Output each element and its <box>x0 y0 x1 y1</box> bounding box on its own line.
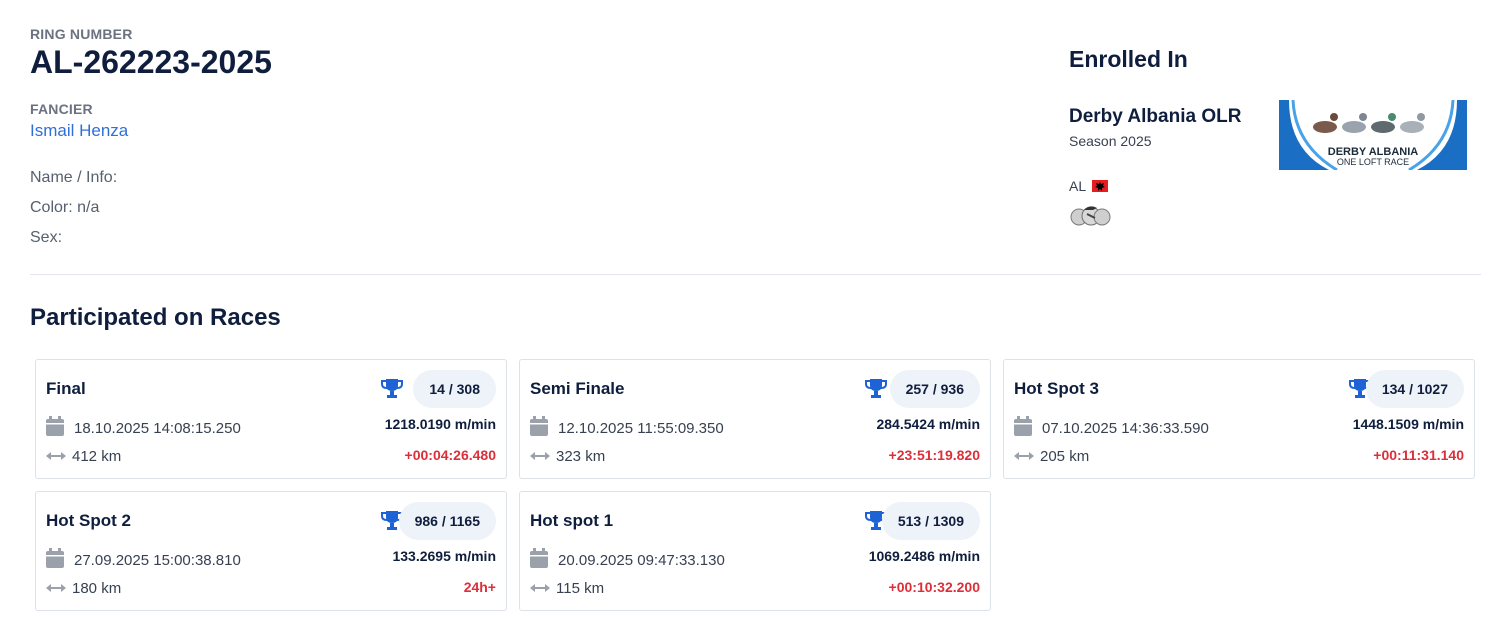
race-distance-row: 180 km <box>46 580 121 597</box>
race-date-row: 27.09.2025 15:00:38.810 <box>46 548 241 572</box>
bird-details-section: RING NUMBER AL-262223-2025 FANCIER Ismai… <box>30 0 1481 275</box>
race-distance: 205 km <box>1040 448 1090 465</box>
calendar-icon <box>46 548 64 572</box>
race-date-row: 12.10.2025 11:55:09.350 <box>530 416 724 440</box>
race-rank-badge: 14 / 308 <box>413 370 496 408</box>
race-distance-row: 412 km <box>46 448 121 465</box>
race-card[interactable]: Hot spot 1 513 / 1309 20.09.2025 09:47:3 <box>519 491 991 611</box>
race-distance: 412 km <box>72 448 122 465</box>
enrolled-heading: Enrolled In <box>1069 46 1188 72</box>
races-heading: Participated on Races <box>30 304 281 331</box>
pigeon-coin-icon <box>1069 202 1111 233</box>
race-distance-row: 323 km <box>530 448 605 465</box>
enrolled-in-panel: Enrolled In Derby Albania OLR Season 202… <box>1069 46 1489 226</box>
race-title[interactable]: Hot spot 1 <box>530 511 614 530</box>
trophy-icon <box>1349 377 1371 399</box>
race-distance-row: 115 km <box>530 580 604 597</box>
race-title[interactable]: Hot Spot 3 <box>1014 379 1099 398</box>
color-info: Color: n/a <box>30 199 100 216</box>
trophy-icon <box>865 377 887 399</box>
race-date: 12.10.2025 11:55:09.350 <box>558 419 724 437</box>
distance-arrows-icon <box>46 448 66 465</box>
race-date: 20.09.2025 09:47:33.130 <box>558 551 725 569</box>
race-date-row: 07.10.2025 14:36:33.590 <box>1014 416 1209 440</box>
race-speed: 133.2695 m/min <box>392 548 496 564</box>
sex-info: Sex: <box>30 229 63 246</box>
logo-line2: ONE LOFT RACE <box>1337 157 1409 167</box>
race-time-diff: +00:11:31.140 <box>1373 447 1464 463</box>
fancier-link[interactable]: Ismail Henza <box>30 121 129 140</box>
race-rank-badge: 134 / 1027 <box>1365 370 1464 408</box>
race-distance: 180 km <box>72 580 122 597</box>
calendar-icon <box>46 416 64 440</box>
race-rank-badge: 513 / 1309 <box>881 502 980 540</box>
distance-arrows-icon <box>530 448 550 465</box>
race-date: 18.10.2025 14:08:15.250 <box>74 419 241 437</box>
calendar-icon <box>530 548 548 572</box>
race-title[interactable]: Final <box>46 379 86 398</box>
race-time-diff: +23:51:19.820 <box>888 447 980 463</box>
enrolled-season: Season 2025 <box>1069 133 1152 149</box>
logo-line1: DERBY ALBANIA <box>1328 146 1419 158</box>
ring-number-label: RING NUMBER <box>30 26 133 42</box>
race-card[interactable]: Hot Spot 2 986 / 1165 27.09.2025 15:00:3 <box>35 491 507 611</box>
albania-flag-icon <box>1092 180 1109 192</box>
name-info: Name / Info: <box>30 169 118 186</box>
country-code: AL <box>1069 178 1087 194</box>
race-card[interactable]: Hot Spot 3 134 / 1027 07.10.2025 14:36:3 <box>1003 359 1475 479</box>
race-speed: 284.5424 m/min <box>876 416 980 432</box>
race-rank-badge: 257 / 936 <box>889 370 980 408</box>
country: AL <box>1069 178 1109 194</box>
race-distance-row: 205 km <box>1014 448 1089 465</box>
pigeon-icon <box>1313 113 1425 133</box>
race-date-row: 18.10.2025 14:08:15.250 <box>46 416 241 440</box>
bird-info: RING NUMBER AL-262223-2025 FANCIER Ismai… <box>30 26 272 253</box>
race-card[interactable]: Final 14 / 308 18.10.2025 14:08:15.250 <box>35 359 507 479</box>
race-card[interactable]: Semi Finale 257 / 936 12.10.2025 11:55:0 <box>519 359 991 479</box>
trophy-icon <box>381 377 403 399</box>
ring-number: AL-262223-2025 <box>30 44 272 80</box>
fancier-label: FANCIER <box>30 101 93 117</box>
bird-meta: Name / Info: Color: n/a Sex: <box>30 163 272 253</box>
race-time-diff: +00:04:26.480 <box>404 447 496 463</box>
distance-arrows-icon <box>530 580 550 597</box>
race-title[interactable]: Semi Finale <box>530 379 625 398</box>
race-speed: 1218.0190 m/min <box>384 416 496 432</box>
race-time-diff: +00:10:32.200 <box>888 579 980 595</box>
calendar-icon <box>530 416 548 440</box>
race-date: 27.09.2025 15:00:38.810 <box>74 551 241 569</box>
race-date-row: 20.09.2025 09:47:33.130 <box>530 548 725 572</box>
derby-albania-logo: DERBY ALBANIA ONE LOFT RACE <box>1279 100 1467 170</box>
race-title[interactable]: Hot Spot 2 <box>46 511 131 530</box>
race-speed: 1069.2486 m/min <box>868 548 980 564</box>
enrolled-race-name[interactable]: Derby Albania OLR <box>1069 106 1242 127</box>
race-date: 07.10.2025 14:36:33.590 <box>1042 419 1209 437</box>
race-speed: 1448.1509 m/min <box>1352 416 1464 432</box>
race-rank-badge: 986 / 1165 <box>398 502 496 540</box>
race-time-diff: 24h+ <box>463 579 496 595</box>
distance-arrows-icon <box>46 580 66 597</box>
calendar-icon <box>1014 416 1032 440</box>
race-distance: 323 km <box>556 448 606 465</box>
distance-arrows-icon <box>1014 448 1034 465</box>
race-distance: 115 km <box>556 580 605 597</box>
